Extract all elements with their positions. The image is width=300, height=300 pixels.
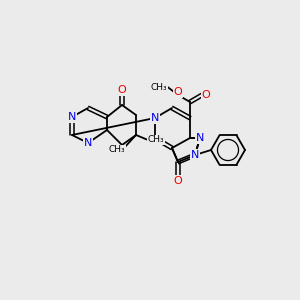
Text: O: O xyxy=(174,176,182,186)
Text: N: N xyxy=(196,133,204,143)
Text: O: O xyxy=(202,90,210,100)
Text: N: N xyxy=(191,150,199,160)
Text: CH₃: CH₃ xyxy=(148,136,164,145)
Text: CH₃: CH₃ xyxy=(109,146,125,154)
Text: O: O xyxy=(118,85,126,95)
Text: N: N xyxy=(68,112,76,122)
Text: O: O xyxy=(174,87,182,97)
Text: N: N xyxy=(151,113,159,123)
Text: N: N xyxy=(84,138,92,148)
Text: CH₃: CH₃ xyxy=(151,82,167,91)
